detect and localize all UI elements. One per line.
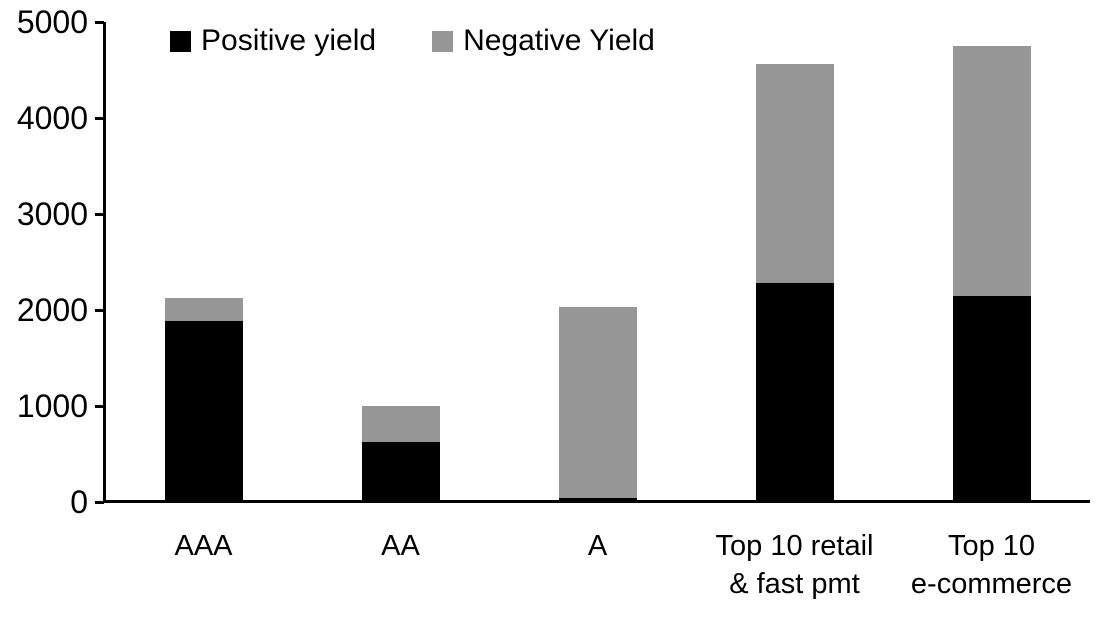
y-tick-mark — [95, 117, 104, 120]
legend-item-negative-yield: Negative Yield — [432, 24, 655, 58]
bar-slot — [499, 22, 696, 502]
bar-segment-positive-yield — [952, 295, 1031, 502]
stacked-bar-aaa — [164, 297, 243, 502]
y-tick-label: 4000 — [16, 100, 88, 136]
bar-segment-negative-yield — [755, 64, 834, 284]
y-tick-mark — [95, 405, 104, 408]
x-axis-category-label: AA — [381, 530, 420, 562]
bar-segment-positive-yield — [755, 283, 834, 502]
bar-segment-negative-yield — [952, 46, 1031, 296]
y-axis-line — [103, 22, 106, 503]
legend: Positive yield Negative Yield — [170, 24, 655, 58]
y-tick-mark — [95, 309, 104, 312]
y-tick-mark — [95, 21, 104, 24]
plot-area — [105, 22, 1090, 502]
bar-slot — [696, 22, 893, 502]
stacked-bar-a — [558, 307, 637, 502]
y-tick-mark — [95, 213, 104, 216]
bar-segment-negative-yield — [361, 406, 440, 443]
bar-slot — [105, 22, 302, 502]
x-axis-category-label: AAA — [174, 530, 233, 562]
x-axis-category-label: A — [587, 530, 608, 562]
x-axis-labels: AAA AA A Top 10 retail & fast pmt Top 10 e-c… — [105, 527, 1090, 612]
y-tick-label: 0 — [70, 484, 88, 520]
bar-segment-positive-yield — [361, 442, 440, 502]
legend-label-positive-yield: Positive yield — [201, 24, 377, 57]
positive-yield-swatch-icon — [170, 30, 191, 52]
bar-segment-positive-yield — [164, 320, 243, 502]
y-tick-label: 2000 — [16, 292, 88, 328]
stacked-bar-aa — [361, 406, 440, 502]
y-tick-label: 5000 — [16, 4, 88, 40]
y-tick-label: 1000 — [16, 388, 88, 424]
negative-yield-swatch-icon — [432, 30, 454, 52]
bar-segment-negative-yield — [558, 307, 637, 498]
bar-segment-positive-yield — [558, 497, 637, 502]
y-tick-label: 3000 — [16, 196, 88, 232]
stacked-bar-top-10-retail-&-fast-pmt — [755, 64, 834, 502]
bar-slot — [893, 22, 1090, 502]
y-tick-mark — [95, 501, 104, 504]
legend-item-positive-yield: Positive yield — [170, 24, 376, 58]
x-axis-category-label: Top 10 retail & fast pmt — [715, 530, 874, 600]
stacked-bar-top-10-e-commerce — [952, 46, 1031, 502]
bar-slot — [302, 22, 499, 502]
bar-segment-negative-yield — [164, 297, 243, 321]
x-axis-category-label: Top 10 e-commerce — [910, 530, 1073, 600]
legend-label-negative-yield: Negative Yield — [463, 24, 655, 57]
